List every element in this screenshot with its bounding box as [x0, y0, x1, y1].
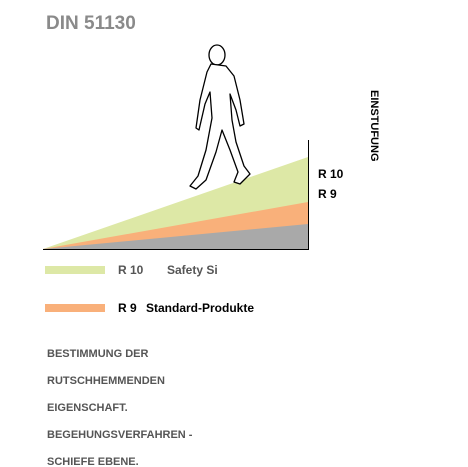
- legend-text: Safety Si: [167, 263, 218, 277]
- walking-figure: [190, 45, 250, 189]
- description-line: RUTSCHHEMMENDEN: [47, 375, 165, 387]
- axis-label: EINSTUFUNG: [368, 90, 380, 162]
- level-label: R 10: [318, 167, 344, 181]
- legend-code: R 9: [118, 301, 137, 315]
- legend-swatch: [45, 304, 105, 312]
- description-line: EIGENSCHAFT.: [47, 402, 128, 414]
- description-line: BESTIMMUNG DER: [47, 348, 149, 360]
- legend-code: R 10: [118, 263, 144, 277]
- description-line: BEGEHUNGSVERFAHREN -: [47, 429, 193, 441]
- description: BESTIMMUNG DER RUTSCHHEMMENDEN EIGENSCHA…: [47, 348, 193, 467]
- level-label: R 9: [318, 187, 337, 201]
- description-line: SCHIEFE EBENE.: [47, 456, 139, 467]
- title: DIN 51130: [46, 13, 136, 34]
- legend-swatch: [45, 266, 105, 274]
- page: DIN 51130 R 10 R 9 EINSTUFUNG R 10 Safet…: [0, 0, 468, 467]
- legend-text: Standard-Produkte: [146, 301, 254, 315]
